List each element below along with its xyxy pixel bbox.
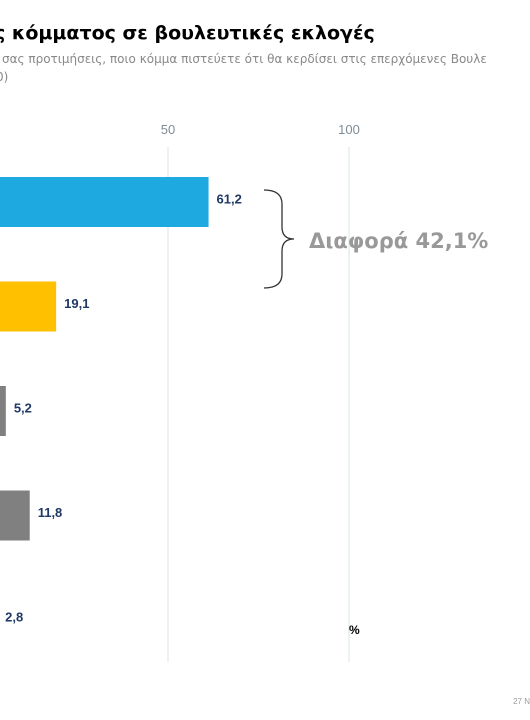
unit-label: % [349,623,360,637]
x-tick-label-100: 100 [338,122,360,137]
value-label-4: 11,8 [38,505,63,520]
x-tick-label-50: 50 [161,122,175,137]
chart-subtitle: σας προτιμήσεις, ποιο κόμμα πιστεύετε ότ… [2,52,487,66]
value-label-5: 2,8 [5,609,23,624]
bar-1 [0,177,209,227]
value-label-2: 19,1 [64,296,89,311]
bar-2 [0,281,57,332]
bar-3 [0,386,6,436]
difference-annotation: Διαφορά 42,1% [309,229,488,253]
value-label-3: 5,2 [14,400,32,415]
chart-title: ς κόμματος σε βουλευτικές εκλογές [0,22,375,44]
footer-date: 27 Ν [513,697,530,706]
value-label-1: 61,2 [217,191,242,206]
chart-subtitle-line2: 0) [0,70,9,84]
difference-brace [263,189,295,289]
bar-4 [0,490,30,541]
